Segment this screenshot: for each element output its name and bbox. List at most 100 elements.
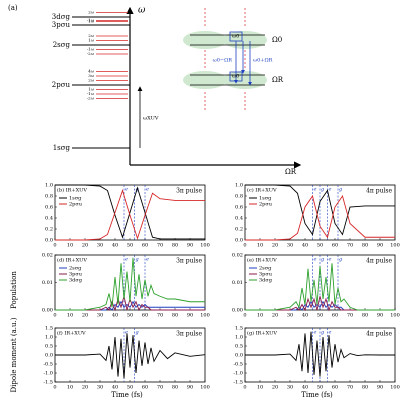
marker-label: g: [321, 330, 324, 336]
panel-label: (d) IR+XUV: [57, 257, 87, 264]
panel-label: (e) IR+XUV: [247, 257, 277, 264]
series-line: [55, 257, 205, 311]
level-label: 3dσg: [52, 13, 71, 21]
y-tick-label: 0.5: [45, 344, 53, 350]
axis-label: ω: [138, 6, 146, 16]
x-tick-label: 60: [332, 385, 338, 391]
x-tick-label: 50: [127, 313, 133, 319]
x-tick-label: 90: [187, 313, 193, 319]
x-tick-label: 40: [112, 313, 118, 319]
y-tick-label: -1.0: [43, 371, 53, 377]
guide-lines: [204, 8, 246, 110]
y-tick-label: 0.01: [232, 280, 243, 286]
axis-label: ΩR: [285, 168, 297, 176]
x-tick-label: 0: [53, 243, 56, 249]
x-tick-label: 10: [67, 243, 73, 249]
level-label: 2pσu: [52, 81, 71, 89]
photon-label: 2ω: [88, 78, 95, 83]
series-line: [55, 189, 205, 241]
y-tick-label: 0.02: [232, 253, 243, 259]
pulse-label: 4π pulse: [366, 258, 392, 265]
x-tick-label: 20: [82, 313, 88, 319]
x-tick-label: 80: [362, 385, 368, 391]
x-tick-label: 10: [257, 243, 263, 249]
y-tick-label: -1.5: [233, 380, 243, 386]
legend-label: 3pσu: [69, 272, 83, 278]
x-tick-label: 70: [347, 243, 353, 249]
legend-label: 3dσg: [259, 278, 273, 284]
marker-label: e: [329, 330, 332, 336]
inner-label: ω0: [232, 34, 239, 40]
y-tick-label: 0.00: [232, 308, 243, 314]
x-tick-label: 50: [317, 243, 323, 249]
y-tick-label: 0.02: [42, 253, 53, 259]
dressed-state: [183, 31, 227, 49]
series-line: [55, 300, 205, 311]
x-tick-label: 20: [272, 243, 278, 249]
x-tick-label: 0: [243, 313, 246, 319]
photon-label: 4ω: [88, 69, 95, 74]
xuv-label: ωXUV: [143, 116, 159, 122]
photon-label: 3ω: [88, 73, 95, 78]
legend-label: 2pσu: [69, 202, 83, 208]
gap-label: ΩR: [272, 76, 284, 84]
x-tick-label: 0: [53, 313, 56, 319]
x-tick-label: 100: [390, 385, 400, 391]
legend-label: 3dσg: [69, 278, 83, 284]
panel-label: (g) IR+XUV: [247, 330, 277, 337]
x-tick-label: 20: [272, 313, 278, 319]
x-tick-label: 100: [200, 243, 210, 249]
photon-label: -1ω: [87, 91, 95, 96]
level-lines: [190, 34, 265, 86]
photon-label: -2ω: [87, 51, 95, 56]
y-tick-label: 1.0: [235, 335, 243, 341]
x-tick-label: 50: [317, 385, 323, 391]
panel-label: (f) IR+XUV: [57, 330, 86, 337]
photon-label: 2ω: [88, 33, 95, 38]
legend-label: 2pσu: [259, 202, 273, 208]
x-axis-label: Time (fs): [111, 391, 143, 399]
y-tick-label: 0.01: [42, 280, 53, 286]
legend-label: 2sσg: [69, 266, 82, 272]
photon-label: 1ω: [88, 87, 95, 92]
y-tick-label: 1.0: [45, 335, 53, 341]
panel-label: (a): [8, 4, 18, 12]
photon-label: -1ω: [87, 47, 95, 52]
photon-label: -1ω: [87, 18, 95, 23]
marker-label: g: [339, 187, 342, 193]
x-tick-label: 70: [157, 313, 163, 319]
transition-label: ω0+ΩR: [253, 58, 273, 64]
x-tick-label: 60: [332, 313, 338, 319]
x-tick-label: 80: [172, 385, 178, 391]
marker-label: e: [329, 187, 332, 193]
x-tick-label: 80: [362, 243, 368, 249]
x-tick-label: 70: [157, 243, 163, 249]
level-label: 3pσu: [52, 21, 71, 29]
x-tick-label: 30: [287, 385, 293, 391]
y-tick-label: 0.0: [45, 353, 53, 359]
y-tick-label: 0.4: [45, 216, 53, 222]
y-tick-label: 1.5: [235, 326, 243, 332]
marker-label: e: [314, 187, 317, 193]
series-line: [55, 333, 206, 379]
panel-label: (b) IR+XUV: [57, 187, 87, 194]
marker-label: g: [136, 330, 139, 336]
x-tick-label: 30: [287, 243, 293, 249]
panel-label: (c) IR+XUV: [247, 187, 277, 194]
series-line: [245, 263, 395, 311]
marker-label: g: [339, 257, 342, 263]
marker-label: e: [125, 330, 128, 336]
y-tick-label: 0.2: [45, 227, 53, 233]
x-tick-label: 80: [172, 313, 178, 319]
transition-label: ω0−ΩR: [213, 58, 233, 64]
y-tick-label: 0.8: [45, 194, 53, 200]
y-tick-label: 0.6: [235, 205, 243, 211]
series-line: [245, 194, 395, 241]
x-tick-label: 80: [362, 313, 368, 319]
x-tick-label: 50: [127, 243, 133, 249]
x-tick-label: 40: [302, 313, 308, 319]
x-tick-label: 100: [200, 385, 210, 391]
x-tick-label: 100: [390, 313, 400, 319]
series-line: [55, 184, 205, 240]
